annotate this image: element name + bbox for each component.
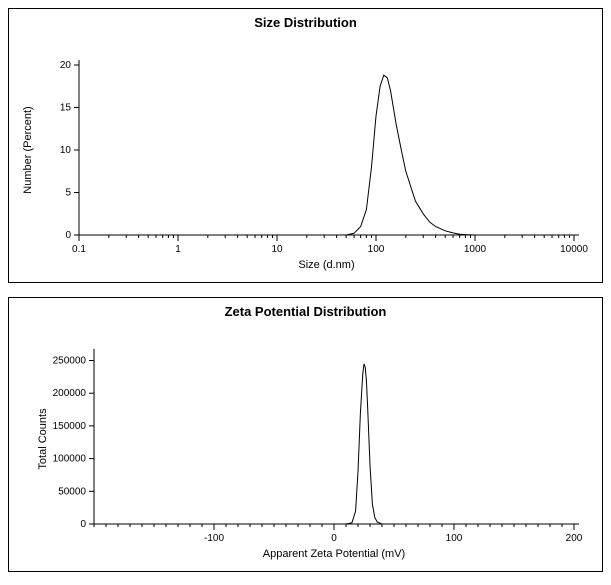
x-tick-label: 1 <box>175 244 181 255</box>
x-tick-label: 100 <box>446 533 463 544</box>
y-tick-label: 0 <box>80 519 86 530</box>
y-tick-label: 5 <box>65 188 71 199</box>
y-tick-label: 10 <box>60 145 72 156</box>
series-line <box>94 364 574 524</box>
chart-title: Size Distribution <box>9 9 602 30</box>
x-tick-label: 10 <box>271 244 283 255</box>
chart-panel-0: Size Distribution 0 5 10 15 20 0.1 1 10 100 1000 10… <box>8 8 603 283</box>
x-axis-label: Apparent Zeta Potential (mV) <box>263 548 405 560</box>
y-axis-label: Number (Percent) <box>22 106 34 193</box>
y-tick-label: 15 <box>60 103 72 114</box>
y-tick-label: 0 <box>65 230 71 241</box>
y-tick-label: 20 <box>60 60 72 71</box>
x-tick-label: 0.1 <box>72 244 86 255</box>
x-axis-label: Size (d.nm) <box>298 259 354 271</box>
x-tick-label: 10000 <box>560 244 588 255</box>
x-tick-label: -100 <box>204 533 224 544</box>
x-tick-label: 1000 <box>464 244 487 255</box>
x-tick-label: 100 <box>368 244 385 255</box>
y-tick-label: 150000 <box>53 421 87 432</box>
chart-svg: 0 50000 100000 150000 200000 250000 -100 0 100 20… <box>9 319 604 572</box>
y-tick-label: 100000 <box>53 454 87 465</box>
chart-title: Zeta Potential Distribution <box>9 298 602 319</box>
y-tick-label: 200000 <box>53 388 87 399</box>
y-axis-label: Total Counts <box>37 408 49 470</box>
x-tick-label: 0 <box>331 533 337 544</box>
y-tick-label: 250000 <box>53 356 87 367</box>
chart-svg: 0 5 10 15 20 0.1 1 10 100 1000 10000 Size (d.nm) Num… <box>9 30 604 283</box>
y-tick-label: 50000 <box>58 486 86 497</box>
series-line <box>79 75 574 235</box>
chart-panel-1: Zeta Potential Distribution 0 50000 100000 1… <box>8 297 603 572</box>
x-tick-label: 200 <box>566 533 583 544</box>
